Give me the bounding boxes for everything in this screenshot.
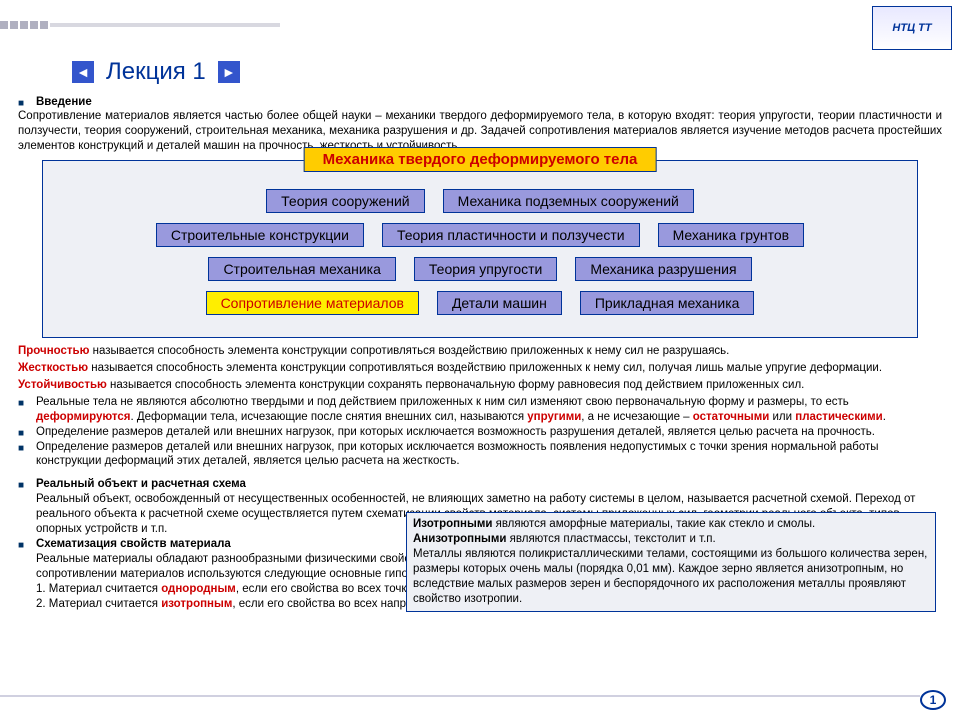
page-title: Лекция 1: [106, 58, 206, 86]
title-bar: ◄ Лекция 1 ►: [72, 58, 240, 86]
logo: НТЦ ТТ: [872, 6, 952, 50]
diagram: Механика твердого деформируемого тела Те…: [42, 160, 918, 338]
bullet-deform: ■ Реальные тела не являются абсолютно тв…: [18, 395, 942, 425]
top-decoration: [0, 0, 280, 50]
callout-isotropy: Изотропными являются аморфные материалы,…: [406, 512, 936, 612]
def-stability: Устойчивостью называется способность эле…: [18, 378, 942, 393]
bullet-stiffness: ■Определение размеров деталей или внешни…: [18, 440, 942, 470]
diagram-box: Строительная механика: [208, 257, 395, 281]
footer-line: [0, 695, 920, 697]
diagram-box: Теория сооружений: [266, 189, 424, 213]
def-strength: Прочностью называется способность элемен…: [18, 344, 942, 359]
diagram-box: Механика разрушения: [575, 257, 751, 281]
intro-heading: Введение: [36, 96, 942, 108]
diagram-box: Теория пластичности и ползучести: [382, 223, 640, 247]
diagram-box: Прикладная механика: [580, 291, 755, 315]
diagram-box: Сопротивление материалов: [206, 291, 419, 315]
diagram-box: Механика грунтов: [658, 223, 805, 247]
prev-icon[interactable]: ◄: [72, 61, 94, 83]
diagram-title: Механика твердого деформируемого тела: [304, 147, 657, 172]
bullet-icon: ■: [18, 96, 30, 109]
diagram-box: Механика подземных сооружений: [443, 189, 694, 213]
bullet-strength: ■Определение размеров деталей или внешни…: [18, 425, 942, 440]
page-number: 1: [920, 690, 946, 710]
diagram-box: Строительные конструкции: [156, 223, 364, 247]
content: ■ Введение Сопротивление материалов явля…: [18, 96, 942, 612]
def-stiffness: Жесткостью называется способность элемен…: [18, 361, 942, 376]
diagram-box: Детали машин: [437, 291, 562, 315]
diagram-box: Теория упругости: [414, 257, 557, 281]
next-icon[interactable]: ►: [218, 61, 240, 83]
